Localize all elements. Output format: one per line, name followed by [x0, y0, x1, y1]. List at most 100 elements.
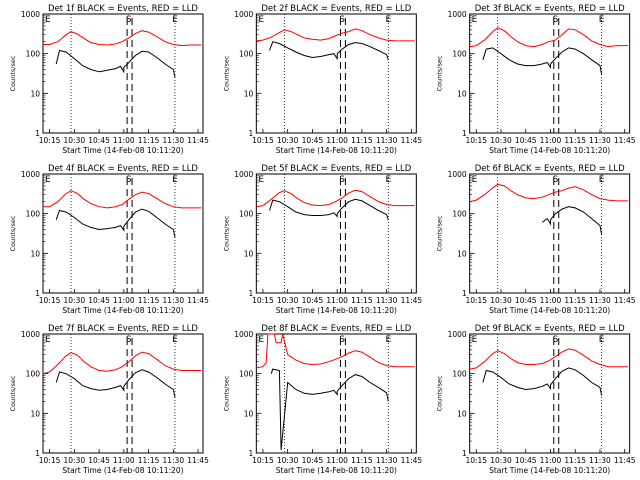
x-axis-label: Start Time (14-Feb-08 10:11:20): [62, 306, 183, 315]
y-tick-label: 1: [35, 449, 40, 458]
y-tick-label: 10: [457, 409, 467, 418]
x-tick-label: 11:45: [614, 296, 636, 305]
x-tick-label: 11:45: [401, 136, 423, 145]
marker-s: S: [339, 335, 345, 345]
y-tick-label: 1000: [21, 330, 40, 339]
x-tick-label: 11:00: [113, 296, 135, 305]
chart-title: Det 9f BLACK = Events, RED = LLD: [475, 324, 625, 334]
events-series-line: [269, 41, 389, 61]
chart-panel: Det 4f BLACK = Events, RED = LLD 1 10 100 10…: [9, 164, 209, 315]
y-tick-label: 100: [239, 370, 254, 379]
plot-frame: [255, 173, 417, 294]
x-tick-label: 11:15: [138, 296, 160, 305]
y-tick-label: 100: [239, 50, 254, 59]
plot-frame: [469, 173, 631, 294]
x-tick-label: 11:15: [564, 456, 586, 465]
x-tick-label: 10:15: [39, 456, 61, 465]
plot-frame: [255, 13, 417, 134]
y-tick-label: 10: [244, 89, 254, 98]
y-tick-label: 100: [26, 50, 41, 59]
lld-series-line: [256, 189, 415, 208]
y-tick-label: 1: [249, 449, 254, 458]
x-tick-label: 11:30: [162, 296, 184, 305]
x-tick-label: 10:30: [64, 136, 86, 145]
chart-panel: Det 6f BLACK = Events, RED = LLD 1 10 100 10…: [436, 164, 636, 315]
y-tick-label: 1: [462, 289, 467, 298]
events-series-line: [55, 369, 176, 398]
marker-e-left: E: [258, 335, 264, 345]
plot-frame: [42, 173, 204, 294]
chart-title: Det 4f BLACK = Events, RED = LLD: [48, 164, 198, 174]
x-axis-label: Start Time (14-Feb-08 10:11:20): [489, 466, 610, 475]
y-tick-label: 1000: [448, 330, 467, 339]
chart-panel: Det 1f BLACK = Events, RED = LLD 1 10 100 10…: [9, 4, 209, 155]
x-tick-label: 10:30: [277, 456, 299, 465]
y-tick-label: 100: [452, 50, 467, 59]
x-tick-label: 10:30: [64, 296, 86, 305]
y-tick-label: 1: [249, 129, 254, 138]
y-axis-label: Counts/sec: [436, 55, 444, 91]
marker-e-right: E: [599, 175, 605, 185]
x-tick-label: 11:00: [540, 296, 562, 305]
marker-s: S: [126, 175, 132, 185]
y-tick-label: 1: [249, 289, 254, 298]
y-tick-label: 100: [26, 210, 41, 219]
x-tick-label: 11:30: [376, 136, 398, 145]
chart-title: Det 1f BLACK = Events, RED = LLD: [48, 4, 198, 14]
marker-e-right: E: [172, 335, 178, 345]
plot-frame: [469, 333, 631, 454]
x-tick-label: 11:00: [326, 136, 348, 145]
x-tick-label: 11:30: [376, 456, 398, 465]
x-axis-label: Start Time (14-Feb-08 10:11:20): [489, 306, 610, 315]
x-tick-label: 11:00: [113, 456, 135, 465]
y-axis-label: Counts/sec: [222, 215, 230, 251]
x-tick-label: 10:45: [515, 456, 537, 465]
x-tick-label: 11:30: [589, 296, 611, 305]
x-tick-label: 10:30: [490, 296, 512, 305]
lld-series-line: [256, 28, 415, 42]
plot-frame: [42, 13, 204, 134]
events-series-line: [269, 198, 389, 220]
x-tick-label: 11:45: [187, 456, 209, 465]
x-axis-label: Start Time (14-Feb-08 10:11:20): [276, 306, 397, 315]
x-axis-label: Start Time (14-Feb-08 10:11:20): [489, 146, 610, 155]
y-axis-label: Counts/sec: [9, 375, 17, 411]
x-tick-label: 11:15: [564, 296, 586, 305]
x-tick-label: 11:45: [614, 456, 636, 465]
x-tick-label: 11:15: [351, 456, 373, 465]
y-tick-label: 100: [452, 370, 467, 379]
events-series-line: [55, 208, 176, 238]
x-tick-label: 11:15: [351, 296, 373, 305]
x-tick-label: 11:45: [401, 296, 423, 305]
y-tick-label: 100: [452, 210, 467, 219]
x-tick-label: 10:15: [465, 296, 487, 305]
x-axis-label: Start Time (14-Feb-08 10:11:20): [276, 466, 397, 475]
marker-e-left: E: [258, 15, 264, 25]
lld-series-line: [256, 333, 415, 369]
x-tick-label: 10:15: [252, 296, 274, 305]
chart-panel: Det 5f BLACK = Events, RED = LLD 1 10 100 10…: [222, 164, 422, 315]
marker-e-left: E: [472, 175, 478, 185]
x-tick-label: 10:45: [88, 136, 110, 145]
x-tick-label: 11:15: [564, 136, 586, 145]
y-axis-label: Counts/sec: [222, 55, 230, 91]
x-tick-label: 11:15: [138, 456, 160, 465]
marker-e-left: E: [45, 15, 51, 25]
marker-e-right: E: [599, 335, 605, 345]
y-axis-label: Counts/sec: [222, 375, 230, 411]
y-axis-label: Counts/sec: [436, 375, 444, 411]
x-tick-label: 11:45: [187, 136, 209, 145]
x-tick-label: 11:45: [614, 136, 636, 145]
x-tick-label: 10:15: [465, 456, 487, 465]
marker-e-right: E: [599, 15, 605, 25]
y-axis-label: Counts/sec: [436, 215, 444, 251]
y-tick-label: 10: [244, 409, 254, 418]
marker-e-left: E: [472, 335, 478, 345]
x-tick-label: 10:45: [515, 296, 537, 305]
lld-series-line: [43, 190, 202, 209]
chart-title: Det 3f BLACK = Events, RED = LLD: [475, 4, 625, 14]
marker-e-left: E: [45, 335, 51, 345]
chart-panel: Det 7f BLACK = Events, RED = LLD 1 10 100 10…: [9, 324, 209, 475]
x-tick-label: 10:15: [252, 456, 274, 465]
